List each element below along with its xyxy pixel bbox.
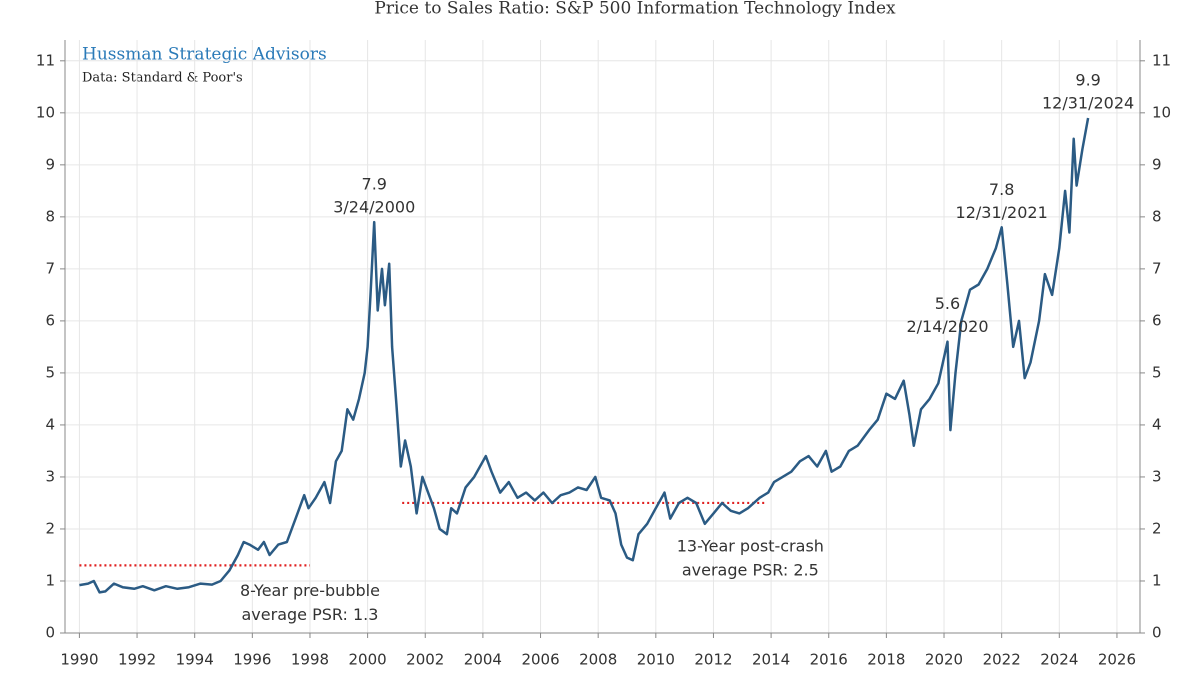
y-tick-label: 8 [45,207,55,225]
y-tick-label: 2 [45,519,55,537]
x-tick-label: 2016 [810,651,848,669]
x-tick-label: 2006 [521,651,559,669]
brand: Hussman Strategic Advisors [82,45,327,65]
x-tick-label: 2024 [1040,651,1078,669]
x-tick-label: 2022 [983,651,1021,669]
x-tick-label: 1994 [176,651,214,669]
y-tick-label: 9 [45,155,55,173]
x-tick-label: 1990 [60,651,98,669]
x-tick-label: 2014 [752,651,790,669]
peak-date: 12/31/2021 [956,203,1048,222]
peak-date: 3/24/2000 [333,198,415,217]
x-tick-label: 2012 [694,651,732,669]
x-tick-label: 2018 [867,651,905,669]
y-tick-label: 11 [36,51,55,69]
peak-value: 9.9 [1075,71,1100,90]
y2-tick-label: 2 [1152,519,1162,537]
y2-tick-label: 9 [1152,155,1162,173]
y-tick-label: 1 [45,571,55,589]
peak-date: 12/31/2024 [1042,94,1134,113]
peak-date: 2/14/2020 [906,317,988,336]
x-tick-label: 1996 [233,651,271,669]
average-label: average PSR: 1.3 [242,605,379,624]
y2-tick-label: 7 [1152,259,1162,277]
y2-tick-label: 6 [1152,311,1162,329]
y2-tick-label: 10 [1152,103,1171,121]
x-tick-label: 2026 [1098,651,1136,669]
x-tick-label: 2000 [349,651,387,669]
y-tick-label: 6 [45,311,55,329]
peak-value: 5.6 [935,294,960,313]
peak-value: 7.8 [989,180,1014,199]
y2-tick-label: 11 [1152,51,1171,69]
x-tick-label: 2008 [579,651,617,669]
average-label: average PSR: 2.5 [682,560,819,579]
x-tick-label: 2002 [406,651,444,669]
y-tick-label: 7 [45,259,55,277]
y-tick-label: 5 [45,363,55,381]
x-tick-label: 2020 [925,651,963,669]
y2-tick-label: 8 [1152,207,1162,225]
series-line [79,117,1090,594]
x-tick-label: 2010 [637,651,675,669]
x-tick-label: 1992 [118,651,156,669]
average-label: 13-Year post-crash [677,536,824,555]
y2-tick-label: 5 [1152,363,1162,381]
source: Data: Standard & Poor's [82,71,243,86]
y2-tick-label: 1 [1152,571,1162,589]
peak-value: 7.9 [362,175,387,194]
y-tick-label: 0 [45,624,55,642]
y2-tick-label: 3 [1152,467,1162,485]
x-tick-label: 2004 [464,651,502,669]
x-tick-label: 1998 [291,651,329,669]
y-tick-label: 4 [45,415,55,433]
y-tick-label: 10 [36,103,55,121]
chart-title: Price to Sales Ratio: S&P 500 Informatio… [374,0,896,19]
y2-tick-label: 4 [1152,415,1162,433]
y2-tick-label: 0 [1152,624,1162,642]
y-tick-label: 3 [45,467,55,485]
average-label: 8-Year pre-bubble [240,581,380,600]
